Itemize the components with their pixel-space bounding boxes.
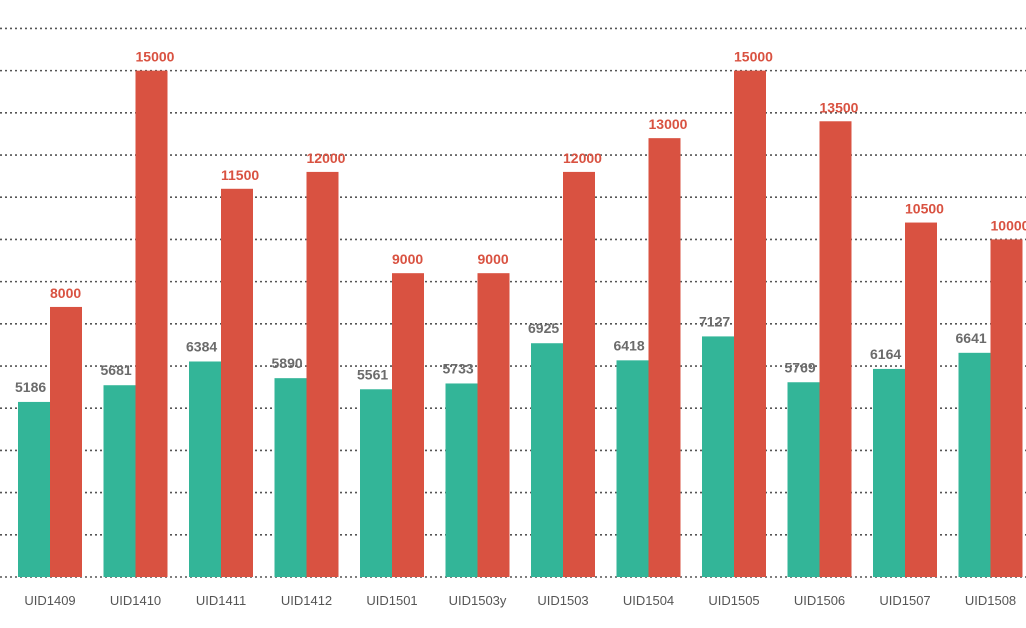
data-label: 9000 [478, 251, 509, 267]
data-label: 13500 [820, 99, 859, 115]
bar-series-2-uid1412 [306, 171, 339, 577]
data-label: 10500 [905, 201, 944, 217]
bar-series-1-uid1410 [103, 385, 136, 577]
bar-series-2-uid1506 [819, 121, 852, 577]
x-tick-label: UID1412 [281, 593, 332, 608]
bar-series-2-uid1409 [50, 306, 82, 577]
data-labels: 5186 8000 5681 15000 6384 11500 5890 12000 5561 9… [15, 49, 1026, 395]
data-label: 10000 [991, 217, 1026, 233]
bar-series-2-uid1503 [563, 171, 595, 577]
data-label: 6384 [186, 338, 217, 354]
data-label: 5186 [15, 379, 46, 395]
x-tick-label: UID1501 [366, 593, 417, 608]
gridlines [0, 27, 1026, 578]
bar-series-2-uid1508 [990, 239, 1023, 577]
x-axis-tick-labels: UID1409 UID1410 UID1411 UID1412 UID1501 UID15… [24, 593, 1016, 608]
bar-series-2-uid1504 [648, 138, 681, 577]
x-tick-label: UID1410 [110, 593, 161, 608]
data-label: 5769 [785, 359, 816, 375]
bar-series-1-uid1501 [360, 389, 392, 577]
data-label: 12000 [307, 150, 346, 166]
bar-series-2-uid1507 [905, 222, 937, 577]
data-label: 5681 [101, 362, 132, 378]
x-tick-label: UID1503y [449, 593, 507, 608]
data-label: 7127 [699, 313, 730, 329]
data-label: 8000 [50, 285, 81, 301]
bar-series-2-uid1503y [477, 273, 510, 577]
x-tick-label: UID1503 [537, 593, 588, 608]
bars [18, 70, 1023, 578]
data-label: 15000 [734, 49, 773, 65]
data-label: 5890 [272, 355, 303, 371]
bar-series-2-uid1411 [221, 188, 253, 577]
data-label: 12000 [563, 150, 602, 166]
data-label: 15000 [136, 49, 175, 65]
data-label: 11500 [221, 167, 259, 183]
bar-series-1-uid1504 [616, 360, 649, 577]
data-label: 13000 [649, 116, 688, 132]
data-label: 9000 [392, 251, 423, 267]
bar-series-1-uid1506 [787, 382, 820, 577]
data-label: 6164 [870, 346, 901, 362]
bar-series-1-uid1503y [445, 383, 478, 577]
bar-series-1-uid1508 [958, 352, 991, 577]
x-tick-label: UID1409 [24, 593, 75, 608]
x-tick-label: UID1505 [708, 593, 759, 608]
x-tick-label: UID1507 [879, 593, 930, 608]
data-label: 6641 [956, 330, 987, 346]
data-label: 5561 [357, 366, 388, 382]
x-tick-label: UID1506 [794, 593, 845, 608]
bar-series-2-uid1501 [392, 273, 424, 577]
bar-series-1-uid1505 [702, 336, 734, 577]
bar-series-1-uid1503 [531, 343, 563, 577]
bar-series-2-uid1505 [734, 70, 766, 578]
bar-series-1-uid1411 [189, 361, 221, 577]
x-tick-label: UID1504 [623, 593, 674, 608]
x-tick-label: UID1508 [965, 593, 1016, 608]
data-label: 6418 [614, 337, 645, 353]
bar-series-1-uid1507 [873, 368, 905, 577]
bar-series-1-uid1409 [18, 401, 50, 577]
x-tick-label: UID1411 [196, 593, 246, 608]
data-label: 5733 [443, 360, 474, 376]
bar-series-1-uid1412 [274, 378, 307, 577]
data-label: 6925 [528, 320, 559, 336]
bar-series-2-uid1410 [135, 70, 168, 578]
